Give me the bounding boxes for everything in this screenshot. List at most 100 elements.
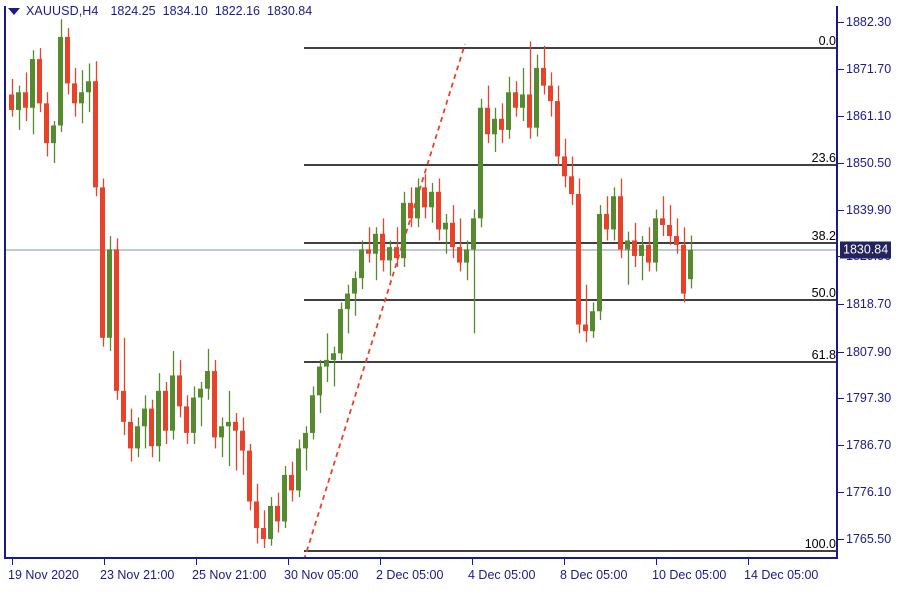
candle bbox=[86, 63, 91, 113]
candle bbox=[149, 399, 154, 458]
price-label: 1861.10 bbox=[846, 109, 892, 124]
candle bbox=[16, 85, 21, 130]
candle bbox=[51, 121, 56, 164]
candle-body bbox=[135, 426, 140, 449]
time-label: 19 Nov 2020 bbox=[8, 568, 79, 582]
candle-body bbox=[604, 213, 609, 230]
candle bbox=[464, 240, 469, 281]
ohlc-open: 1824.25 bbox=[110, 4, 156, 18]
candle bbox=[646, 227, 651, 272]
candle bbox=[212, 359, 217, 449]
candle bbox=[604, 196, 609, 241]
candle-body bbox=[338, 309, 343, 354]
price-tick bbox=[838, 116, 844, 118]
candle-body bbox=[422, 187, 427, 208]
candle bbox=[457, 218, 462, 272]
candle bbox=[478, 98, 483, 228]
candle-body bbox=[345, 293, 350, 310]
candle-body bbox=[555, 101, 560, 157]
candle bbox=[205, 348, 210, 400]
candle-body bbox=[275, 505, 280, 522]
candle bbox=[415, 178, 420, 228]
candle-body bbox=[65, 36, 70, 84]
candle-body bbox=[289, 474, 294, 491]
candle-body bbox=[506, 92, 511, 130]
time-tick bbox=[288, 559, 289, 565]
price-tick bbox=[838, 69, 844, 71]
candle bbox=[9, 78, 14, 117]
candle bbox=[170, 351, 175, 440]
trendline-dashed bbox=[303, 43, 466, 557]
fib-label-61-8: 61.8 bbox=[811, 348, 836, 362]
candle bbox=[639, 236, 644, 281]
price-tick bbox=[838, 22, 844, 24]
candle bbox=[576, 178, 581, 334]
candle bbox=[450, 205, 455, 259]
candle-body bbox=[142, 408, 147, 427]
candle-body bbox=[58, 36, 63, 126]
candle-body bbox=[541, 67, 546, 86]
chart-plot-area[interactable] bbox=[4, 6, 838, 559]
candle-body bbox=[681, 244, 686, 294]
candle-body bbox=[310, 395, 315, 433]
candle bbox=[534, 54, 539, 137]
candle bbox=[562, 138, 567, 188]
candle-body bbox=[590, 311, 595, 332]
candle-body bbox=[205, 370, 210, 389]
candle bbox=[506, 76, 511, 139]
candle-body bbox=[23, 92, 28, 108]
candle bbox=[93, 61, 98, 197]
candle bbox=[275, 492, 280, 533]
candle-body bbox=[100, 187, 105, 338]
current-price-tag: 1830.84 bbox=[840, 241, 892, 259]
price-tick bbox=[838, 163, 844, 165]
time-label: 25 Nov 21:00 bbox=[192, 568, 267, 582]
price-label: 1765.50 bbox=[846, 532, 892, 547]
candle bbox=[541, 45, 546, 95]
candle bbox=[513, 81, 518, 117]
candle bbox=[58, 19, 63, 133]
candle bbox=[674, 218, 679, 254]
chevron-down-icon[interactable] bbox=[8, 7, 20, 15]
candle bbox=[555, 85, 560, 166]
candle-body bbox=[254, 501, 259, 529]
candle bbox=[653, 209, 658, 272]
candle bbox=[233, 413, 238, 471]
price-axis[interactable]: 1882.301871.701861.101850.501839.901829.… bbox=[838, 0, 900, 559]
time-tick bbox=[196, 559, 197, 565]
candle bbox=[352, 271, 357, 316]
candle bbox=[569, 156, 574, 206]
candle bbox=[37, 48, 42, 113]
time-label: 10 Dec 05:00 bbox=[652, 568, 727, 582]
price-tick bbox=[838, 445, 844, 447]
candle-body bbox=[548, 85, 553, 102]
ohlc-low: 1822.16 bbox=[214, 4, 261, 18]
candle-body bbox=[373, 233, 378, 254]
chart-canvas bbox=[6, 6, 836, 557]
candle bbox=[261, 510, 266, 548]
candle-body bbox=[436, 191, 441, 230]
candle-body bbox=[527, 94, 532, 128]
candle-body bbox=[114, 249, 119, 391]
candle bbox=[632, 222, 637, 268]
candle bbox=[191, 386, 196, 444]
candle-body bbox=[450, 222, 455, 248]
candle bbox=[499, 103, 504, 144]
candle bbox=[359, 240, 364, 290]
candle-body bbox=[93, 81, 98, 188]
candle-body bbox=[415, 187, 420, 219]
candle-body bbox=[121, 390, 126, 422]
price-tick bbox=[838, 351, 844, 353]
candle-body bbox=[163, 390, 168, 431]
candle bbox=[660, 196, 665, 237]
price-label: 1807.90 bbox=[846, 344, 892, 359]
candle-body bbox=[401, 202, 406, 259]
candle-body bbox=[296, 448, 301, 491]
candle-body bbox=[562, 156, 567, 177]
candle-body bbox=[429, 191, 434, 208]
price-label: 1850.50 bbox=[846, 156, 892, 171]
candle-body bbox=[268, 505, 273, 540]
candle-body bbox=[156, 390, 161, 447]
candle bbox=[436, 178, 441, 241]
